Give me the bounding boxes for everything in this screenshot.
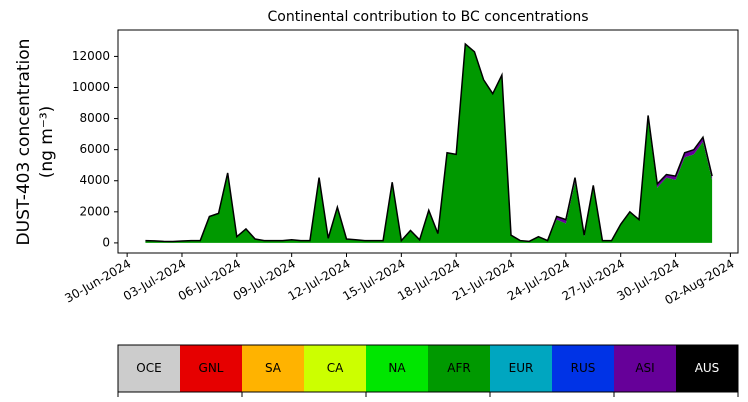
y-tick-label: 4000 bbox=[79, 173, 110, 187]
colorbar-frame bbox=[117, 344, 739, 393]
colorbar-label: EUR bbox=[509, 361, 534, 375]
colorbar-label: AUS bbox=[695, 361, 720, 375]
area-afr bbox=[145, 44, 713, 243]
colorbar-label: CA bbox=[327, 361, 344, 375]
plot-frame bbox=[117, 29, 739, 254]
colorbar-label: OCE bbox=[136, 361, 161, 375]
colorbar-cell bbox=[428, 345, 490, 392]
y-axis-label: (ng m⁻³) bbox=[37, 106, 57, 179]
colorbar-cell bbox=[490, 345, 552, 392]
colorbar-cell bbox=[676, 345, 738, 392]
colorbar-label: GNL bbox=[199, 361, 224, 375]
y-tick-label: 10000 bbox=[72, 80, 110, 94]
colorbar-cell bbox=[552, 345, 614, 392]
x-tick-label: 30-Jun-2024 bbox=[62, 257, 133, 306]
colorbar-cell bbox=[614, 345, 676, 392]
colorbar-label: SA bbox=[265, 361, 282, 375]
colorbar-label: ASI bbox=[635, 361, 654, 375]
colorbar-cell bbox=[180, 345, 242, 392]
colorbar-label: NA bbox=[388, 361, 406, 375]
colorbar-cell bbox=[366, 345, 428, 392]
y-tick-label: 6000 bbox=[79, 142, 110, 156]
y-tick-label: 2000 bbox=[79, 204, 110, 218]
colorbar-cell bbox=[118, 345, 180, 392]
stack-outline bbox=[145, 42, 713, 243]
y-tick-label: 12000 bbox=[72, 49, 110, 63]
colorbar-cell bbox=[304, 345, 366, 392]
colorbar-label: AFR bbox=[447, 361, 470, 375]
colorbar-label: RUS bbox=[571, 361, 596, 375]
y-tick-label: 0 bbox=[102, 235, 110, 249]
y-axis-label: DUST-403 concentration bbox=[14, 39, 34, 246]
colorbar-cell bbox=[242, 345, 304, 392]
chart-title: Continental contribution to BC concentra… bbox=[267, 9, 588, 25]
y-tick-label: 8000 bbox=[79, 111, 110, 125]
